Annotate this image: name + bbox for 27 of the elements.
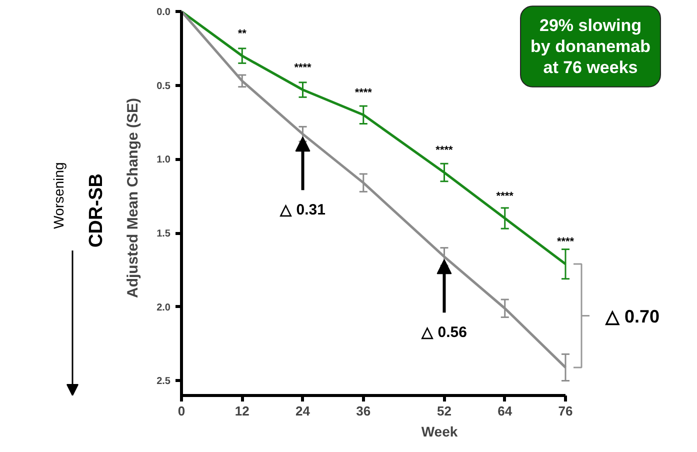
- y-tick-label: 2.0: [156, 302, 171, 314]
- y-tick-label: 0.0: [156, 7, 171, 18]
- x-tick-label: 52: [437, 404, 452, 418]
- x-tick-label: 76: [558, 404, 573, 418]
- x-tick-label: 64: [498, 404, 513, 418]
- annotation: ****: [496, 190, 514, 202]
- x-axis-title: Week: [421, 424, 458, 440]
- annotation: ****: [294, 62, 312, 74]
- annotation: △ 0.56: [420, 324, 467, 342]
- annotation: 29% slowing by donanemab at 76 weeks: [530, 16, 650, 77]
- annotation: ****: [556, 236, 575, 248]
- y-tick-label: 2.5: [156, 376, 171, 388]
- text: Worsening: [50, 162, 66, 229]
- x-tick-label: 24: [296, 404, 311, 418]
- y-tick-label: 1.0: [156, 154, 171, 166]
- text: △ 0.70: [604, 306, 660, 326]
- annotation: ****: [436, 144, 454, 156]
- y-axis-title: Adjusted Mean Change (SE): [124, 98, 142, 298]
- x-tick-label: 36: [356, 404, 371, 418]
- text: CDR-SB: [86, 174, 107, 248]
- y-tick-label: 1.5: [156, 228, 171, 240]
- x-tick-label: 0: [178, 404, 186, 418]
- annotation: △ 0.31: [279, 202, 326, 219]
- annotation: ****: [354, 86, 373, 99]
- y-tick-label: 0.5: [156, 80, 171, 92]
- x-tick-label: 12: [234, 404, 250, 418]
- annotation: **: [238, 28, 248, 40]
